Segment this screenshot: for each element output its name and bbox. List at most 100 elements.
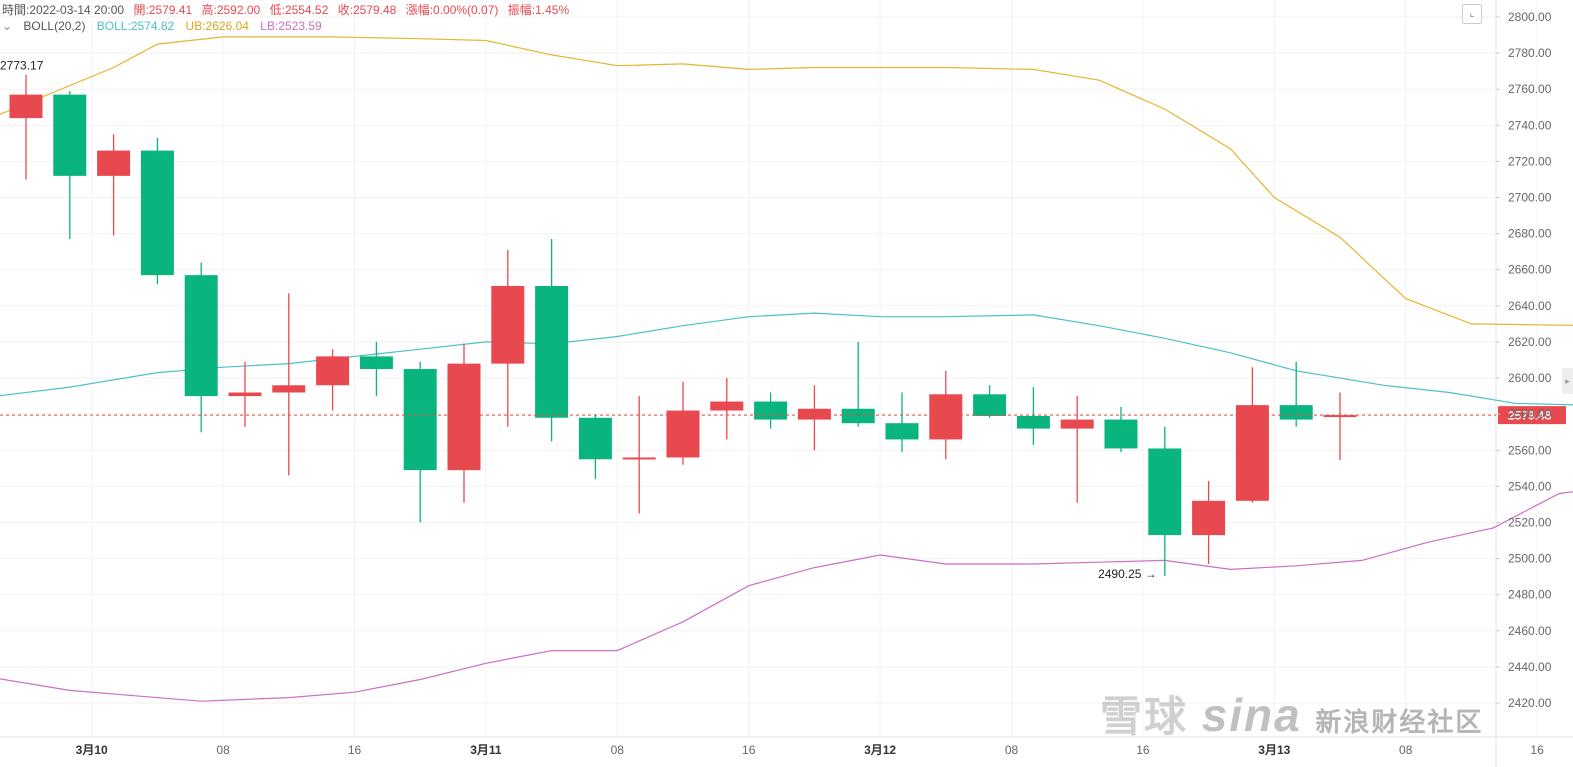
y-tick-label: 2680.00	[1508, 227, 1552, 241]
candle-down	[1104, 406, 1138, 453]
chevron-right-icon[interactable]: ▸	[1562, 368, 1573, 394]
candle-up	[491, 249, 525, 427]
y-tick-label: 2640.00	[1508, 299, 1552, 313]
y-tick-label: 2780.00	[1508, 46, 1552, 60]
candle-up	[710, 378, 744, 440]
xueqiu-logo: 雪球	[1100, 693, 1189, 740]
low-readout: 低:2554.52	[269, 3, 329, 17]
candle-down	[140, 137, 174, 285]
candle-down	[1016, 387, 1050, 445]
y-tick-label: 2560.00	[1508, 443, 1552, 457]
low-annotation: 2490.25 →	[1098, 567, 1157, 581]
candle-body	[140, 150, 174, 276]
boll-ub-value: UB:2626.04	[185, 19, 249, 33]
x-tick-label: 16	[348, 743, 362, 757]
y-tick-label: 2700.00	[1508, 191, 1552, 205]
candle-up	[1323, 392, 1357, 461]
y-tick-label: 2480.00	[1508, 588, 1552, 602]
watermark: 雪球 sina 新浪财经社区	[1100, 683, 1483, 744]
candle-down	[535, 239, 569, 442]
y-tick-label: 2440.00	[1508, 660, 1552, 674]
x-tick-label: 16	[742, 743, 756, 757]
candle-up	[1192, 480, 1226, 564]
candle-down	[754, 392, 788, 429]
x-tick-label: 3月12	[864, 743, 896, 757]
candle-down	[359, 341, 393, 397]
y-tick-label: 2720.00	[1508, 154, 1552, 168]
candle-down	[841, 341, 875, 427]
x-tick-label: 08	[216, 743, 230, 757]
x-tick-label: 3月10	[76, 743, 108, 757]
candle-up	[666, 381, 700, 465]
candle-body	[754, 401, 788, 420]
candle-body	[359, 356, 393, 370]
ohlc-info-bar: 時間:2022-03-14 20:00 開:2579.41 高:2592.00 …	[2, 1, 575, 18]
candle-body	[1148, 448, 1182, 536]
candle-up	[447, 343, 481, 503]
candle-body	[403, 369, 437, 471]
candle-up	[1060, 396, 1094, 503]
candle-body	[535, 285, 569, 418]
boll-upper-band	[0, 36, 1573, 326]
y-tick-label: 2760.00	[1508, 82, 1552, 96]
candle-body	[841, 408, 875, 424]
y-tick-label: 2580.00	[1508, 407, 1552, 421]
y-tick-label: 2420.00	[1508, 696, 1552, 710]
y-tick-label: 2800.00	[1508, 10, 1552, 24]
candle-down	[184, 262, 218, 433]
y-tick-label: 2740.00	[1508, 118, 1552, 132]
bollinger-bands	[0, 36, 1573, 702]
y-tick-label: 2540.00	[1508, 479, 1552, 493]
x-tick-label: 3月13	[1258, 743, 1290, 757]
candle-up	[272, 293, 306, 476]
y-tick-label: 2620.00	[1508, 335, 1552, 349]
candle-up	[316, 349, 350, 411]
candle-body	[1192, 500, 1226, 536]
high-readout: 高:2592.00	[201, 3, 261, 17]
candle-body	[797, 408, 831, 420]
candle-body	[316, 356, 350, 386]
candle-down	[885, 392, 919, 453]
y-tick-label: 2600.00	[1508, 371, 1552, 385]
candle-up	[97, 134, 131, 236]
candle-down	[1279, 361, 1313, 427]
y-tick-label: 2500.00	[1508, 552, 1552, 566]
last-price-label: 2579.48	[1508, 409, 1552, 423]
candle-body	[53, 94, 87, 176]
x-tick-label: 16	[1530, 743, 1544, 757]
y-tick-label: 2460.00	[1508, 624, 1552, 638]
candle-up	[622, 396, 656, 514]
last-price-tag	[1498, 406, 1566, 425]
candle-body	[1060, 419, 1094, 429]
candle-down	[403, 361, 437, 523]
candle-up	[929, 370, 963, 460]
candle-up	[228, 361, 262, 427]
high-annotation: 2773.17	[0, 58, 44, 72]
candle-body	[184, 275, 218, 397]
time-axis[interactable]: 3月1008163月1108163月1208163月1308163月140816…	[76, 743, 1573, 757]
x-tick-label: 08	[611, 743, 625, 757]
candle-up	[1235, 367, 1269, 503]
boll-lb-value: LB:2523.59	[260, 19, 322, 33]
candle-body	[885, 423, 919, 440]
candle-body	[929, 394, 963, 440]
fullscreen-icon[interactable]: ⌞	[1462, 4, 1482, 24]
candle-body	[447, 363, 481, 471]
price-axis[interactable]: 2420.00 2440.00 2460.00 2480.00 2500.00 2520.…	[1496, 10, 1552, 710]
chevron-down-icon[interactable]: ⌄	[2, 19, 13, 33]
candle-down	[973, 385, 1007, 418]
candle-up	[9, 74, 43, 180]
candle-body	[1016, 415, 1050, 429]
x-tick-label: 3月11	[470, 743, 502, 757]
candle-body	[578, 417, 612, 460]
candle-down	[1148, 426, 1182, 577]
indicator-name[interactable]: BOLL(20,2)	[23, 19, 86, 33]
candle-body	[1323, 415, 1357, 418]
x-tick-label: 08	[1399, 743, 1413, 757]
close-readout: 收:2579.48	[337, 3, 397, 17]
amplitude-readout: 振幅:1.45%	[507, 3, 570, 17]
candle-down	[578, 414, 612, 480]
candle-body	[1235, 405, 1269, 501]
